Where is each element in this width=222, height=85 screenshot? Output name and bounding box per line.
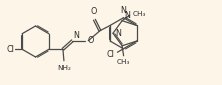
Text: N: N bbox=[124, 11, 130, 20]
Text: O: O bbox=[91, 7, 97, 16]
Text: Cl: Cl bbox=[7, 45, 15, 54]
Text: O: O bbox=[87, 36, 93, 45]
Text: Cl: Cl bbox=[106, 50, 114, 59]
Text: CH₃: CH₃ bbox=[133, 11, 146, 17]
Text: N: N bbox=[115, 29, 121, 38]
Text: NH₂: NH₂ bbox=[57, 65, 71, 71]
Text: CH₃: CH₃ bbox=[117, 59, 130, 65]
Text: N: N bbox=[121, 6, 126, 15]
Text: N: N bbox=[73, 31, 79, 40]
